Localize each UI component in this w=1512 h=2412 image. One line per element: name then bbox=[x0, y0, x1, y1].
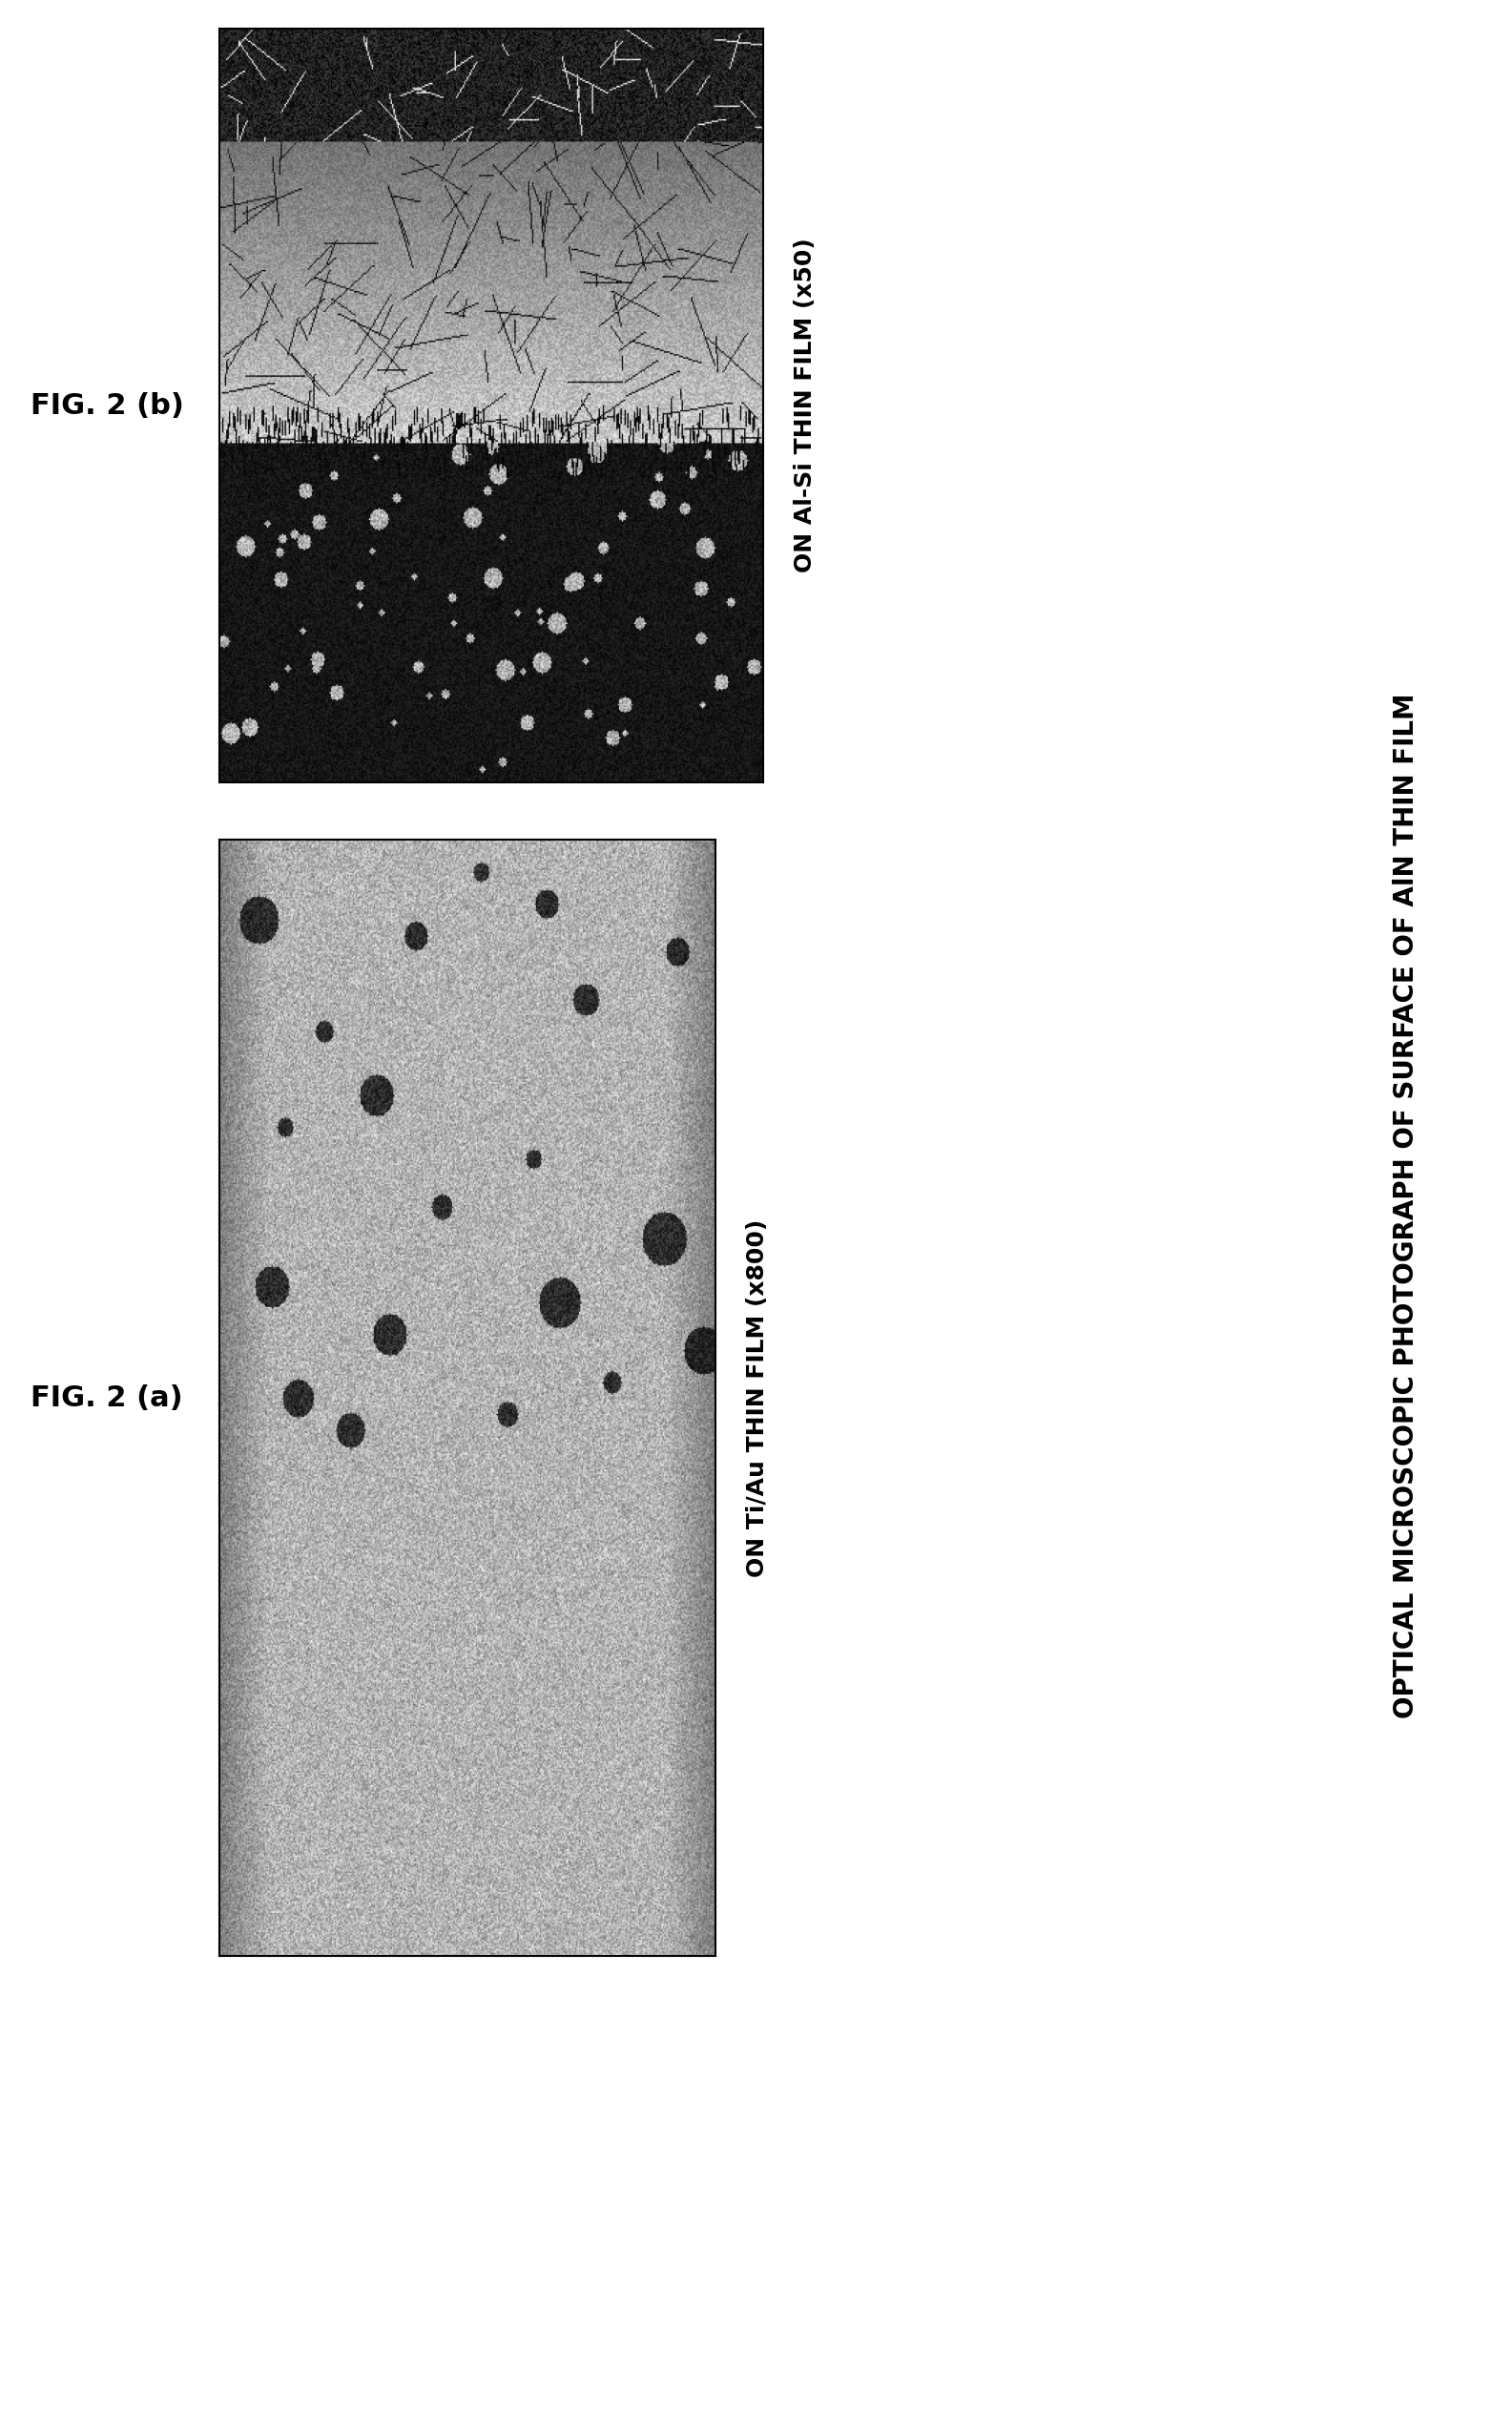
Text: ON Ti/Au THIN FILM (x800): ON Ti/Au THIN FILM (x800) bbox=[745, 1218, 768, 1577]
Text: OPTICAL MICROSCOPIC PHOTOGRAPH OF SURFACE OF AlN THIN FILM: OPTICAL MICROSCOPIC PHOTOGRAPH OF SURFAC… bbox=[1393, 692, 1420, 1720]
Text: ON Al-Si THIN FILM (x50): ON Al-Si THIN FILM (x50) bbox=[794, 239, 816, 572]
Text: FIG. 2 (b): FIG. 2 (b) bbox=[30, 391, 183, 420]
Text: FIG. 2 (a): FIG. 2 (a) bbox=[30, 1384, 183, 1411]
